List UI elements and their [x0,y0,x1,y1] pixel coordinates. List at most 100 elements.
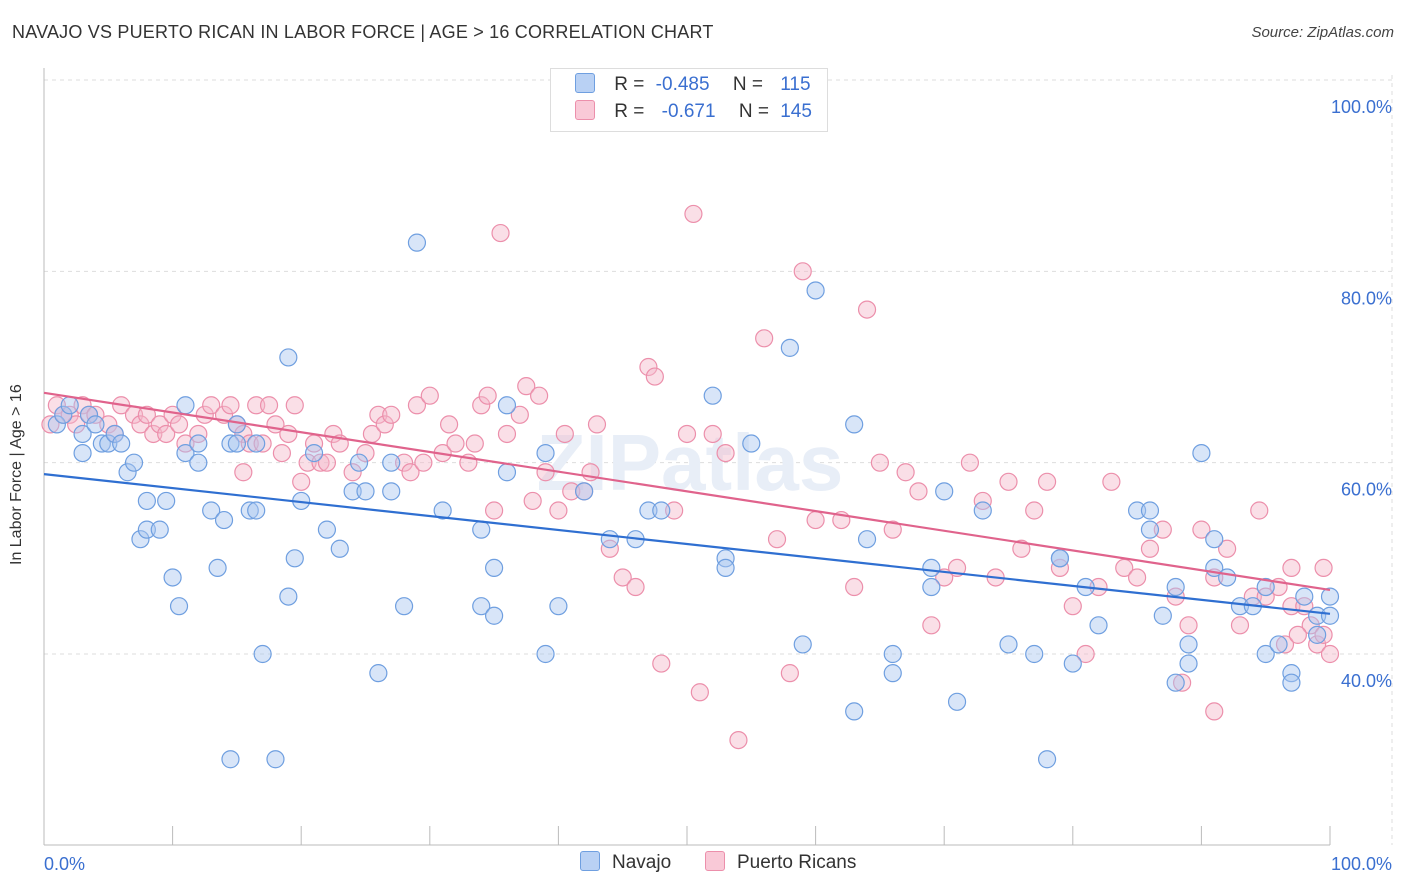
puerto-point [780,664,799,683]
navajo-point [1269,635,1288,654]
puerto-point [677,424,697,444]
puerto-swatch [575,99,595,120]
puerto-point [1314,558,1333,578]
puerto-point [626,577,645,597]
puerto-point [960,453,980,472]
navajo-point [652,501,671,520]
y-tick-label: 60.0% [1341,480,1392,500]
navajo-point [639,501,658,520]
puerto-point [1320,644,1340,664]
navajo-point [169,597,189,616]
navajo-r-label: R = [614,74,645,95]
navajo-point [208,558,227,578]
puerto-point [1308,635,1327,654]
navajo-point [105,424,124,444]
puerto-point [382,405,401,424]
navajo-point [575,482,594,501]
navajo-point [118,463,137,482]
puerto-point [639,357,658,377]
puerto-point [298,453,317,472]
navajo-point [73,424,92,444]
puerto-point [716,444,735,463]
legend-row-navajo: R = -0.485 N = 115 [575,72,811,100]
puerto-point [1102,472,1121,491]
navajo-point [793,635,812,654]
puerto-n-value: 145 [780,101,812,122]
puerto-point [857,300,877,319]
puerto-point [1282,558,1301,578]
bottom-puerto-label: Puerto Ricans [737,852,857,873]
source-credit: Source: ZipAtlas.com [1251,24,1394,41]
puerto-point [317,453,337,472]
puerto-point [517,377,536,396]
navajo-point [221,434,240,453]
navajo-point [857,530,877,549]
puerto-point [1301,616,1320,635]
navajo-point [433,501,452,520]
puerto-rican-points [41,204,1340,750]
navajo-point [343,482,362,501]
y-tick-label: 100.0% [1331,97,1392,117]
puerto-point [1256,587,1275,606]
puerto-point [652,654,671,673]
navajo-point [1166,673,1185,692]
puerto-point [356,444,375,463]
puerto-point [1288,625,1307,644]
puerto-point [234,424,253,444]
puerto-point [131,415,150,434]
puerto-point [67,415,86,434]
navajo-point [1179,654,1198,673]
puerto-point [729,730,748,750]
puerto-point [407,396,427,415]
navajo-point [1192,444,1211,463]
navajo-point [600,530,619,549]
puerto-point [845,577,864,597]
puerto-point [523,491,542,511]
bottom-puerto-swatch [705,850,725,871]
puerto-point [99,415,118,434]
navajo-point [137,491,156,511]
navajo-point [317,520,337,539]
navajo-point [883,644,902,664]
puerto-r-label: R = [614,101,645,122]
puerto-point [369,405,388,424]
navajo-point [253,644,272,664]
navajo-point [330,539,349,558]
y-tick-label: 40.0% [1341,671,1392,691]
puerto-point [491,223,510,243]
puerto-point [285,396,304,415]
puerto-point [137,405,156,424]
navajo-point [1140,501,1160,520]
navajo-point [883,664,902,683]
puerto-point [793,262,812,281]
navajo-point [240,501,259,520]
puerto-n-label: N = [738,101,769,122]
puerto-point [414,453,433,472]
navajo-point [189,434,208,453]
navajo-point [472,520,491,539]
puerto-point [253,434,272,453]
navajo-point [549,597,568,616]
puerto-r-value: -0.671 [661,101,716,122]
puerto-point [234,463,253,482]
puerto-point [169,415,189,434]
puerto-point [497,424,517,444]
navajo-point [1166,577,1185,597]
navajo-n-label: N = [732,74,763,95]
puerto-point [555,424,574,444]
navajo-point [266,750,285,769]
navajo-point [176,444,195,463]
puerto-point [157,424,176,444]
puerto-point [1076,644,1095,664]
navajo-point [536,444,555,463]
navajo-n-value: 115 [780,74,811,95]
puerto-point [1140,539,1160,558]
legend-row-puerto: R = -0.671 N = 145 [575,99,812,127]
puerto-point [47,396,66,415]
puerto-point [999,472,1018,491]
navajo-trend-line [43,473,1331,615]
puerto-point [485,501,504,520]
navajo-point [356,482,375,501]
navajo-point [935,482,954,501]
navajo-point [157,491,176,511]
